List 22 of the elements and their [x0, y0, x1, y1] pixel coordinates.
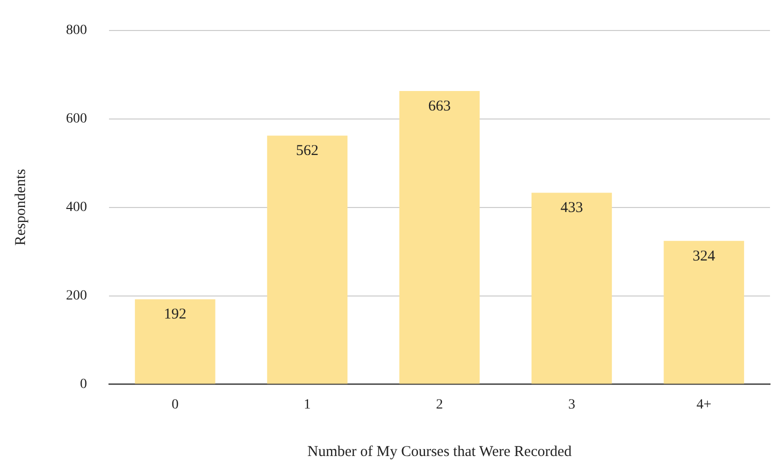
- y-tick-label: 600: [66, 112, 87, 127]
- x-tick-label: 1: [304, 397, 311, 412]
- bar: [664, 240, 744, 384]
- data-label: 663: [428, 98, 451, 114]
- bar: [532, 192, 612, 384]
- y-tick-label: 800: [66, 23, 87, 38]
- data-label: 324: [692, 248, 716, 264]
- y-tick-label: 400: [66, 200, 87, 215]
- x-tick-label: 0: [172, 397, 179, 412]
- y-tick-label: 0: [80, 376, 87, 392]
- x-tick-label: 4+: [696, 397, 712, 412]
- x-axis-title: Number of My Courses that Were Recorded: [307, 444, 572, 460]
- bar: [267, 136, 348, 384]
- x-tick-label: 3: [568, 397, 576, 412]
- bar: [399, 90, 480, 384]
- y-axis-title: Respondents: [12, 168, 29, 246]
- y-tick-label: 200: [66, 288, 87, 304]
- bar: [134, 299, 216, 384]
- x-tick-label: 2: [436, 397, 443, 412]
- data-label: 562: [296, 143, 319, 160]
- data-label: 192: [164, 306, 186, 323]
- data-label: 433: [560, 200, 583, 216]
